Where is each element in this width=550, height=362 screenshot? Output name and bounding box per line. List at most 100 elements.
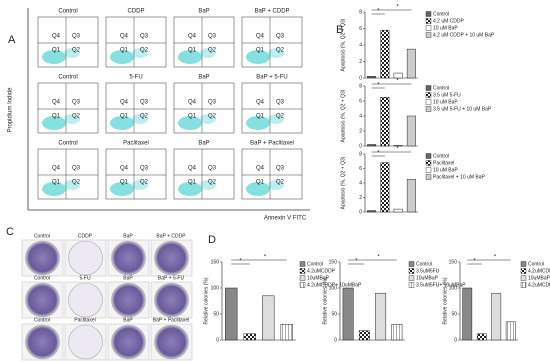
- legend-label: 4.2uMCDDP+ 10uMBaP: [307, 282, 362, 288]
- plate: [25, 282, 60, 318]
- quadrant-label: Q4: [188, 34, 197, 40]
- quadrant-label: Q2: [276, 114, 285, 120]
- panel-label: B: [336, 24, 343, 36]
- cell-cloud: [246, 182, 270, 196]
- quadrant-label: Q1: [256, 48, 265, 54]
- bar: [367, 144, 377, 147]
- y-tick-label: 0: [359, 75, 362, 81]
- bar: [406, 115, 416, 147]
- quadrant-label: Q2: [208, 48, 217, 54]
- bar: [476, 333, 487, 341]
- y-tick-label: 150: [449, 259, 458, 265]
- y-axis-label: Apoptosis (%, Q2 + Q3): [340, 156, 346, 209]
- y-axis-label: Apoptosis (%, Q2 + Q3): [340, 18, 346, 71]
- plot-title: BaP + Paclitaxel: [250, 141, 294, 147]
- cell-cloud: [200, 180, 216, 190]
- bar: [406, 179, 416, 213]
- legend-swatch: [520, 275, 527, 281]
- plot-title: BaP: [198, 141, 209, 147]
- y-tick-label: 0: [359, 209, 362, 215]
- panel-label: A: [8, 34, 16, 46]
- y-tick-label: 8: [359, 151, 362, 157]
- y-tick-label: 4: [359, 113, 362, 119]
- cell-cloud: [246, 116, 270, 130]
- plate: [154, 282, 189, 318]
- bar: [367, 76, 377, 79]
- legend-label: 10 uM BaP: [433, 99, 458, 105]
- legend-label: 3.5uM5FU: [416, 268, 440, 274]
- legend-swatch: [520, 282, 527, 288]
- legend-swatch: [425, 92, 432, 98]
- legend-swatch: [425, 32, 432, 38]
- cell-cloud: [200, 48, 216, 58]
- legend-label: Paclitaxel: [433, 160, 454, 166]
- legend-label: Control: [433, 153, 449, 159]
- plate: [111, 240, 146, 276]
- legend-swatch: [425, 106, 432, 112]
- y-tick-label: 100: [211, 285, 220, 291]
- quadrant-label: Q3: [208, 34, 217, 40]
- plot-title: BaP: [198, 75, 209, 81]
- sig-star: *: [377, 83, 380, 89]
- plate-label: Control: [34, 317, 50, 323]
- axis-label: Annexin V FITC: [264, 216, 307, 222]
- quadrant-label: Q3: [140, 166, 149, 172]
- quadrant-label: Q4: [256, 34, 265, 40]
- quadrant-label: Q4: [188, 100, 197, 106]
- y-tick-label: 4: [359, 180, 362, 186]
- plate-label: Paclitaxel: [74, 317, 95, 323]
- quadrant-label: Q4: [120, 34, 129, 40]
- y-tick-label: 0: [359, 143, 362, 149]
- quadrant-label: Q4: [52, 34, 61, 40]
- sig-star: *: [396, 5, 399, 11]
- quadrant-label: Q2: [140, 114, 149, 120]
- quadrant-label: Q1: [188, 114, 197, 120]
- legend-label: Control: [433, 11, 449, 17]
- cell-cloud: [64, 114, 80, 124]
- y-tick-label: 0: [454, 337, 457, 343]
- panel-label: D: [208, 234, 216, 246]
- plate-label: Control: [34, 275, 50, 281]
- bar: [225, 287, 238, 341]
- plate-label: BaP + CDDP: [156, 233, 186, 239]
- plate: [154, 324, 189, 360]
- plate-label: BaP + Paclitaxel: [153, 317, 189, 323]
- bar: [393, 72, 403, 79]
- bar: [393, 145, 403, 147]
- sig-star: *: [264, 255, 267, 261]
- quadrant-label: Q1: [188, 180, 197, 186]
- cell-cloud: [178, 116, 202, 130]
- quadrant-label: Q2: [72, 114, 81, 120]
- bar: [280, 324, 293, 341]
- quadrant-label: Q1: [52, 114, 61, 120]
- y-tick-label: 50: [213, 311, 219, 317]
- cell-cloud: [132, 180, 148, 190]
- y-tick-label: 8: [359, 83, 362, 89]
- quadrant-label: Q1: [120, 48, 129, 54]
- quadrant-label: Q4: [52, 100, 61, 106]
- legend-label: Control: [528, 261, 544, 267]
- cell-cloud: [268, 48, 284, 58]
- quadrant-label: Q3: [276, 34, 285, 40]
- bar: [406, 48, 416, 79]
- legend-label: Control: [307, 261, 323, 267]
- quadrant-label: Q2: [276, 180, 285, 186]
- plot-frame: [173, 148, 235, 200]
- y-tick-label: 8: [359, 9, 362, 15]
- legend-label: 3.5 uM 5-FU + 10 uM BaP: [433, 106, 492, 112]
- legend-label: Paclitaxel + 10 uM BaP: [433, 174, 485, 180]
- y-tick-label: 6: [359, 166, 362, 172]
- quadrant-label: Q2: [72, 48, 81, 54]
- y-tick-label: 2: [359, 59, 362, 65]
- sig-star: *: [377, 255, 380, 261]
- plate: [154, 240, 189, 276]
- plot-title: CDDP: [127, 9, 144, 15]
- legend-swatch: [299, 268, 306, 274]
- plot-title: BaP: [198, 9, 209, 15]
- legend-label: 4.2uMCDDP+ 10uMBaP: [528, 282, 550, 288]
- legend-swatch: [299, 261, 306, 267]
- legend-label: 3.5uM5FU+ 10uMBaP: [416, 282, 466, 288]
- legend-label: 10uMBaP: [307, 275, 330, 281]
- plate-label: BaP: [123, 233, 133, 239]
- plot-title: BaP + 5-FU: [256, 75, 287, 81]
